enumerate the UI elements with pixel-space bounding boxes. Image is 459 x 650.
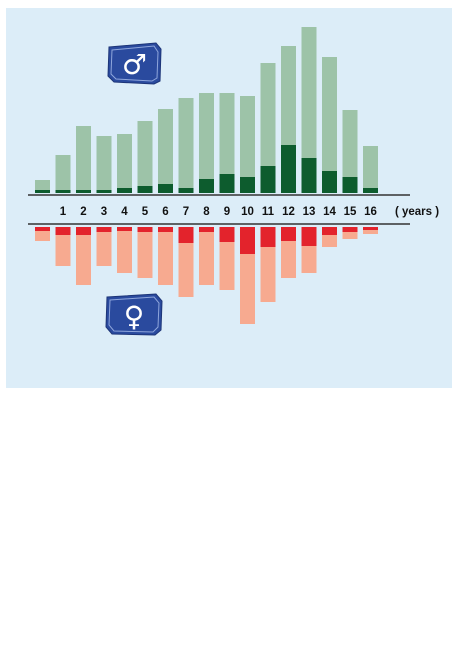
male-bar-total-8 (199, 93, 214, 193)
female-bar-highlight-15 (342, 227, 358, 232)
male-bar-total-13 (301, 27, 317, 193)
male-bar-highlight-14 (322, 171, 337, 193)
tick-label-7: 7 (183, 206, 189, 218)
female-bar-total-6 (158, 227, 173, 285)
female-bar-highlight-0 (35, 227, 50, 231)
tick-label-13: 13 (303, 206, 316, 218)
female-bar-total-3 (96, 227, 112, 266)
age-distribution-chart: 1 2 3 4 5 6 7 8 9 10 11 12 13 14 15 16( years ) ♂ ♀ (28, 27, 439, 336)
male-bar-highlight-2 (76, 190, 91, 193)
tick-label-1: 1 (60, 206, 67, 218)
male-bar-total-7 (178, 98, 194, 193)
female-bar-highlight-14 (322, 227, 337, 235)
male-symbol-icon: ♂ (122, 48, 147, 81)
female-bar-highlight-16 (363, 227, 378, 230)
male-bar-highlight-15 (342, 177, 358, 193)
male-bar-highlight-8 (199, 179, 214, 193)
male-bar-total-3 (96, 136, 112, 193)
male-bar-total-0 (35, 180, 50, 193)
male-bar-total-14 (322, 57, 337, 193)
female-bar-total-8 (199, 227, 214, 285)
female-badge: ♀ (105, 293, 163, 336)
male-bar-highlight-11 (260, 166, 276, 193)
female-bar-highlight-11 (260, 227, 276, 247)
tick-label-14: 14 (323, 206, 336, 218)
male-bar-highlight-16 (363, 188, 378, 193)
male-bar-highlight-0 (35, 190, 50, 193)
female-bar-total-16 (363, 227, 378, 234)
male-bar-total-2 (76, 126, 91, 193)
female-bar-highlight-9 (219, 227, 235, 242)
tick-label-8: 8 (203, 206, 210, 218)
male-bar-total-6 (158, 109, 173, 193)
female-bar-highlight-3 (96, 227, 112, 232)
male-bar-total-9 (219, 93, 235, 193)
tick-label-16: 16 (364, 206, 377, 218)
male-bar-highlight-5 (137, 186, 153, 193)
male-badge: ♂ (107, 42, 162, 85)
tick-label-9: 9 (224, 206, 230, 218)
tick-label-17: ( years ) (395, 206, 439, 218)
tick-label-11: 11 (262, 206, 275, 218)
female-bar-total-7 (178, 227, 194, 297)
female-bar-highlight-12 (281, 227, 296, 241)
tick-label-3: 3 (101, 206, 107, 218)
male-bar-total-5 (137, 121, 153, 193)
male-bar-total-15 (342, 110, 358, 193)
tick-label-5: 5 (142, 206, 149, 218)
male-bar-total-11 (260, 63, 276, 193)
female-bars (35, 227, 378, 324)
female-bar-total-2 (76, 227, 91, 285)
female-bar-highlight-6 (158, 227, 173, 232)
male-bar-highlight-1 (55, 190, 71, 193)
male-bar-total-1 (55, 155, 71, 193)
male-bar-highlight-7 (178, 188, 194, 193)
female-bar-highlight-7 (178, 227, 194, 243)
male-bars (35, 27, 378, 193)
female-bar-highlight-1 (55, 227, 71, 235)
male-bar-highlight-9 (219, 174, 235, 193)
female-bar-total-4 (117, 227, 132, 273)
tick-label-10: 10 (241, 206, 254, 218)
chart-panel: 1 2 3 4 5 6 7 8 9 10 11 12 13 14 15 16( years ) ♂ ♀ (6, 8, 452, 388)
female-bar-total-5 (137, 227, 153, 278)
male-bar-highlight-13 (301, 158, 317, 193)
male-bar-highlight-6 (158, 184, 173, 193)
male-bar-highlight-3 (96, 190, 112, 193)
male-bar-total-4 (117, 134, 132, 193)
male-bar-total-16 (363, 146, 378, 193)
male-bar-highlight-10 (240, 177, 255, 193)
female-bar-total-9 (219, 227, 235, 290)
female-bar-highlight-10 (240, 227, 255, 254)
male-bar-total-10 (240, 96, 255, 193)
tick-label-2: 2 (80, 206, 86, 218)
female-bar-total-1 (55, 227, 71, 266)
male-bar-highlight-12 (281, 145, 296, 193)
female-bar-highlight-5 (137, 227, 153, 232)
age-tick-labels: 1 2 3 4 5 6 7 8 9 10 11 12 13 14 15 16( years ) (60, 206, 439, 218)
female-bar-highlight-13 (301, 227, 317, 246)
male-bar-highlight-4 (117, 188, 132, 193)
tick-label-15: 15 (344, 206, 357, 218)
tick-label-6: 6 (162, 206, 168, 218)
female-bar-highlight-8 (199, 227, 214, 232)
female-bar-highlight-2 (76, 227, 91, 235)
female-bar-highlight-4 (117, 227, 132, 231)
female-symbol-icon: ♀ (124, 300, 145, 333)
tick-label-4: 4 (121, 206, 128, 218)
tick-label-12: 12 (282, 206, 295, 218)
